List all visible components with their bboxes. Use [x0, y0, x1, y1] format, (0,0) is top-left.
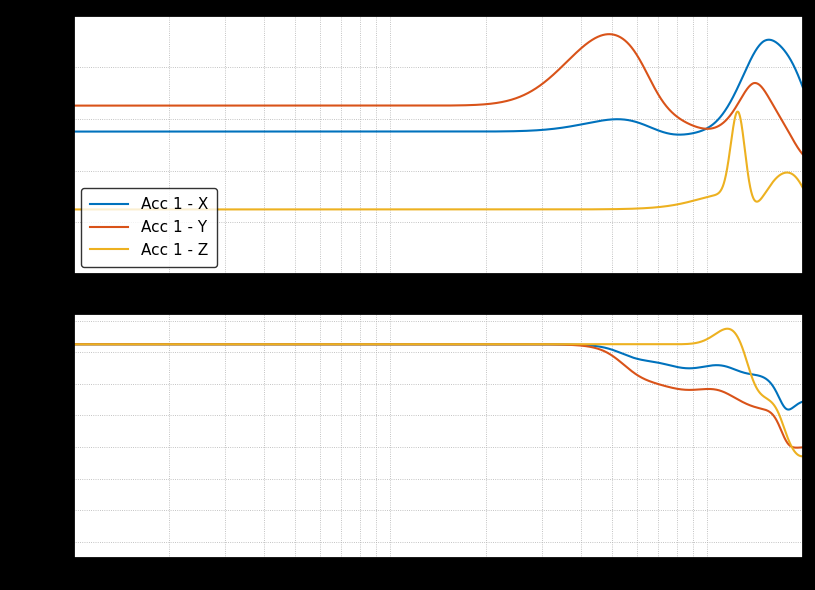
Acc 1 - Z	[195, 206, 205, 213]
Acc 1 - X	[798, 84, 808, 91]
Acc 1 - X	[348, 128, 358, 135]
Acc 1 - Z	[784, 169, 794, 176]
Acc 1 - Y	[380, 102, 390, 109]
Acc 1 - X	[380, 128, 390, 135]
Line: Acc 1 - Z: Acc 1 - Z	[73, 112, 803, 209]
Acc 1 - Y	[152, 102, 161, 109]
Acc 1 - Z	[705, 193, 715, 200]
Acc 1 - X	[764, 36, 773, 43]
Acc 1 - Y	[348, 102, 358, 109]
Legend: Acc 1 - X, Acc 1 - Y, Acc 1 - Z: Acc 1 - X, Acc 1 - Y, Acc 1 - Z	[81, 188, 217, 267]
Acc 1 - X	[195, 128, 205, 135]
Acc 1 - Y	[705, 125, 715, 132]
Acc 1 - Z	[152, 206, 161, 213]
Acc 1 - Z	[380, 206, 390, 213]
Acc 1 - Y	[195, 102, 205, 109]
Acc 1 - X	[784, 54, 794, 61]
Acc 1 - Z	[68, 206, 78, 213]
Acc 1 - X	[68, 128, 78, 135]
Acc 1 - Z	[798, 184, 808, 191]
Acc 1 - X	[705, 123, 715, 130]
Acc 1 - Z	[733, 108, 742, 115]
Acc 1 - X	[675, 131, 685, 138]
Acc 1 - X	[152, 128, 161, 135]
Acc 1 - Z	[348, 206, 358, 213]
Acc 1 - Y	[798, 151, 808, 158]
Line: Acc 1 - X: Acc 1 - X	[73, 40, 803, 135]
Acc 1 - Y	[784, 129, 794, 136]
Line: Acc 1 - Y: Acc 1 - Y	[73, 34, 803, 155]
Acc 1 - Y	[604, 31, 614, 38]
Acc 1 - Y	[68, 102, 78, 109]
